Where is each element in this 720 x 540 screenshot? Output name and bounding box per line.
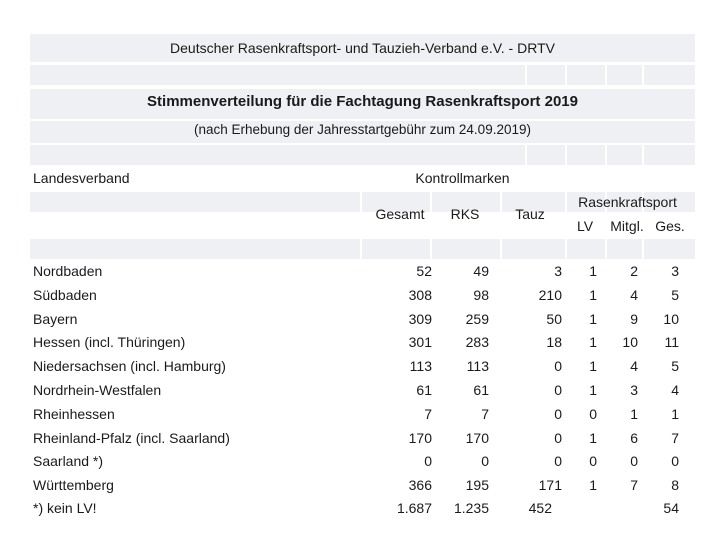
cell-lv: 1	[589, 334, 597, 350]
cell-rks: 195	[465, 477, 489, 493]
cell-mitgl: 10	[622, 334, 638, 350]
cell-tauz: 18	[546, 334, 562, 350]
cell-landesverband: Nordrhein-Westfalen	[33, 382, 162, 398]
cell-rks: 113	[466, 358, 489, 374]
cell-rks: 61	[473, 382, 489, 398]
cell-ges: 10	[663, 311, 679, 327]
band-row	[30, 64, 695, 86]
cell-rks: 259	[465, 311, 489, 327]
cell-rks: 0	[481, 453, 489, 469]
cell-ges: 0	[671, 453, 679, 469]
cell-mitgl: 0	[630, 453, 638, 469]
header-rasenkraftsport: Rasenkraftsport	[578, 194, 677, 210]
header-gesamt: Gesamt	[375, 206, 425, 222]
cell-landesverband: Nordbaden	[33, 263, 103, 279]
cell-landesverband: Hessen (incl. Thüringen)	[33, 334, 186, 350]
total-rks: 1.235	[453, 500, 489, 516]
cell-rks: 170	[465, 430, 489, 446]
cell-tauz: 171	[538, 477, 562, 493]
cell-tauz: 50	[546, 311, 562, 327]
cell-tauz: 0	[554, 453, 562, 469]
header-mitgl: Mitgl.	[610, 218, 644, 234]
band-row	[30, 33, 695, 63]
cell-rks: 7	[481, 406, 489, 422]
cell-rks: 49	[473, 263, 489, 279]
cell-tauz: 0	[554, 358, 562, 374]
cell-landesverband: Rheinhessen	[33, 406, 115, 422]
band-row	[30, 120, 695, 144]
cell-tauz: 0	[554, 382, 562, 398]
footer-note: *) kein LV!	[33, 500, 97, 516]
cell-mitgl: 7	[630, 477, 638, 493]
cell-lv: 1	[589, 263, 597, 279]
cell-ges: 7	[671, 430, 679, 446]
cell-mitgl: 1	[630, 406, 638, 422]
cell-mitgl: 2	[630, 263, 638, 279]
cell-mitgl: 4	[630, 287, 638, 303]
cell-tauz: 210	[538, 287, 562, 303]
cell-mitgl: 9	[630, 311, 638, 327]
cell-ges: 5	[671, 358, 679, 374]
cell-gesamt: 309	[408, 311, 432, 327]
band-row	[30, 144, 695, 166]
cell-landesverband: Südbaden	[33, 287, 97, 303]
cell-gesamt: 301	[408, 334, 432, 350]
band-row	[30, 191, 695, 213]
cell-rks: 98	[473, 287, 489, 303]
total-gesamt: 1.687	[396, 500, 432, 516]
spreadsheet-grid	[30, 33, 695, 523]
header-kontrollmarken: Kontrollmarken	[415, 170, 510, 186]
cell-tauz: 3	[554, 263, 562, 279]
cell-landesverband: Niedersachsen (incl. Hamburg)	[33, 358, 226, 374]
cell-gesamt: 0	[424, 453, 432, 469]
cell-lv: 1	[589, 382, 597, 398]
cell-landesverband: Bayern	[33, 311, 78, 327]
header-lv: LV	[576, 218, 594, 234]
total-tauz: 452	[528, 500, 552, 516]
header-tauz: Tauz	[515, 206, 545, 222]
cell-gesamt: 366	[408, 477, 432, 493]
cell-rks: 283	[465, 334, 489, 350]
cell-gesamt: 52	[416, 263, 432, 279]
band-row	[30, 238, 695, 260]
cell-ges: 3	[671, 263, 679, 279]
cell-gesamt: 170	[408, 430, 432, 446]
cell-lv: 0	[589, 453, 597, 469]
header-ges: Ges.	[655, 218, 685, 234]
cell-ges: 11	[664, 334, 679, 350]
header-landesverband: Landesverband	[33, 170, 130, 186]
cell-lv: 1	[589, 477, 597, 493]
cell-ges: 4	[671, 382, 679, 398]
cell-landesverband: Württemberg	[33, 477, 114, 493]
cell-gesamt: 113	[409, 358, 432, 374]
cell-mitgl: 3	[630, 382, 638, 398]
cell-mitgl: 6	[630, 430, 638, 446]
cell-landesverband: Rheinland-Pfalz (incl. Saarland)	[33, 430, 230, 446]
cell-lv: 0	[589, 406, 597, 422]
total-ges: 54	[663, 500, 679, 516]
cell-tauz: 0	[554, 430, 562, 446]
cell-ges: 8	[671, 477, 679, 493]
cell-lv: 1	[589, 287, 597, 303]
cell-ges: 5	[671, 287, 679, 303]
cell-gesamt: 308	[408, 287, 432, 303]
page-title: Stimmenverteilung für die Fachtagung Ras…	[147, 93, 578, 110]
cell-gesamt: 7	[424, 406, 432, 422]
page-subtitle: (nach Erhebung der Jahresstartgebühr zum…	[194, 122, 531, 137]
org-heading: Deutscher Rasenkraftsport- und Tauzieh-V…	[170, 40, 555, 56]
cell-mitgl: 4	[630, 358, 638, 374]
cell-landesverband: Saarland *)	[33, 453, 104, 469]
cell-ges: 1	[671, 406, 679, 422]
header-rks: RKS	[450, 206, 480, 222]
band-row	[30, 88, 695, 120]
cell-tauz: 0	[554, 406, 562, 422]
cell-gesamt: 61	[416, 382, 432, 398]
cell-lv: 1	[589, 358, 597, 374]
cell-lv: 1	[589, 311, 597, 327]
cell-lv: 1	[589, 430, 597, 446]
